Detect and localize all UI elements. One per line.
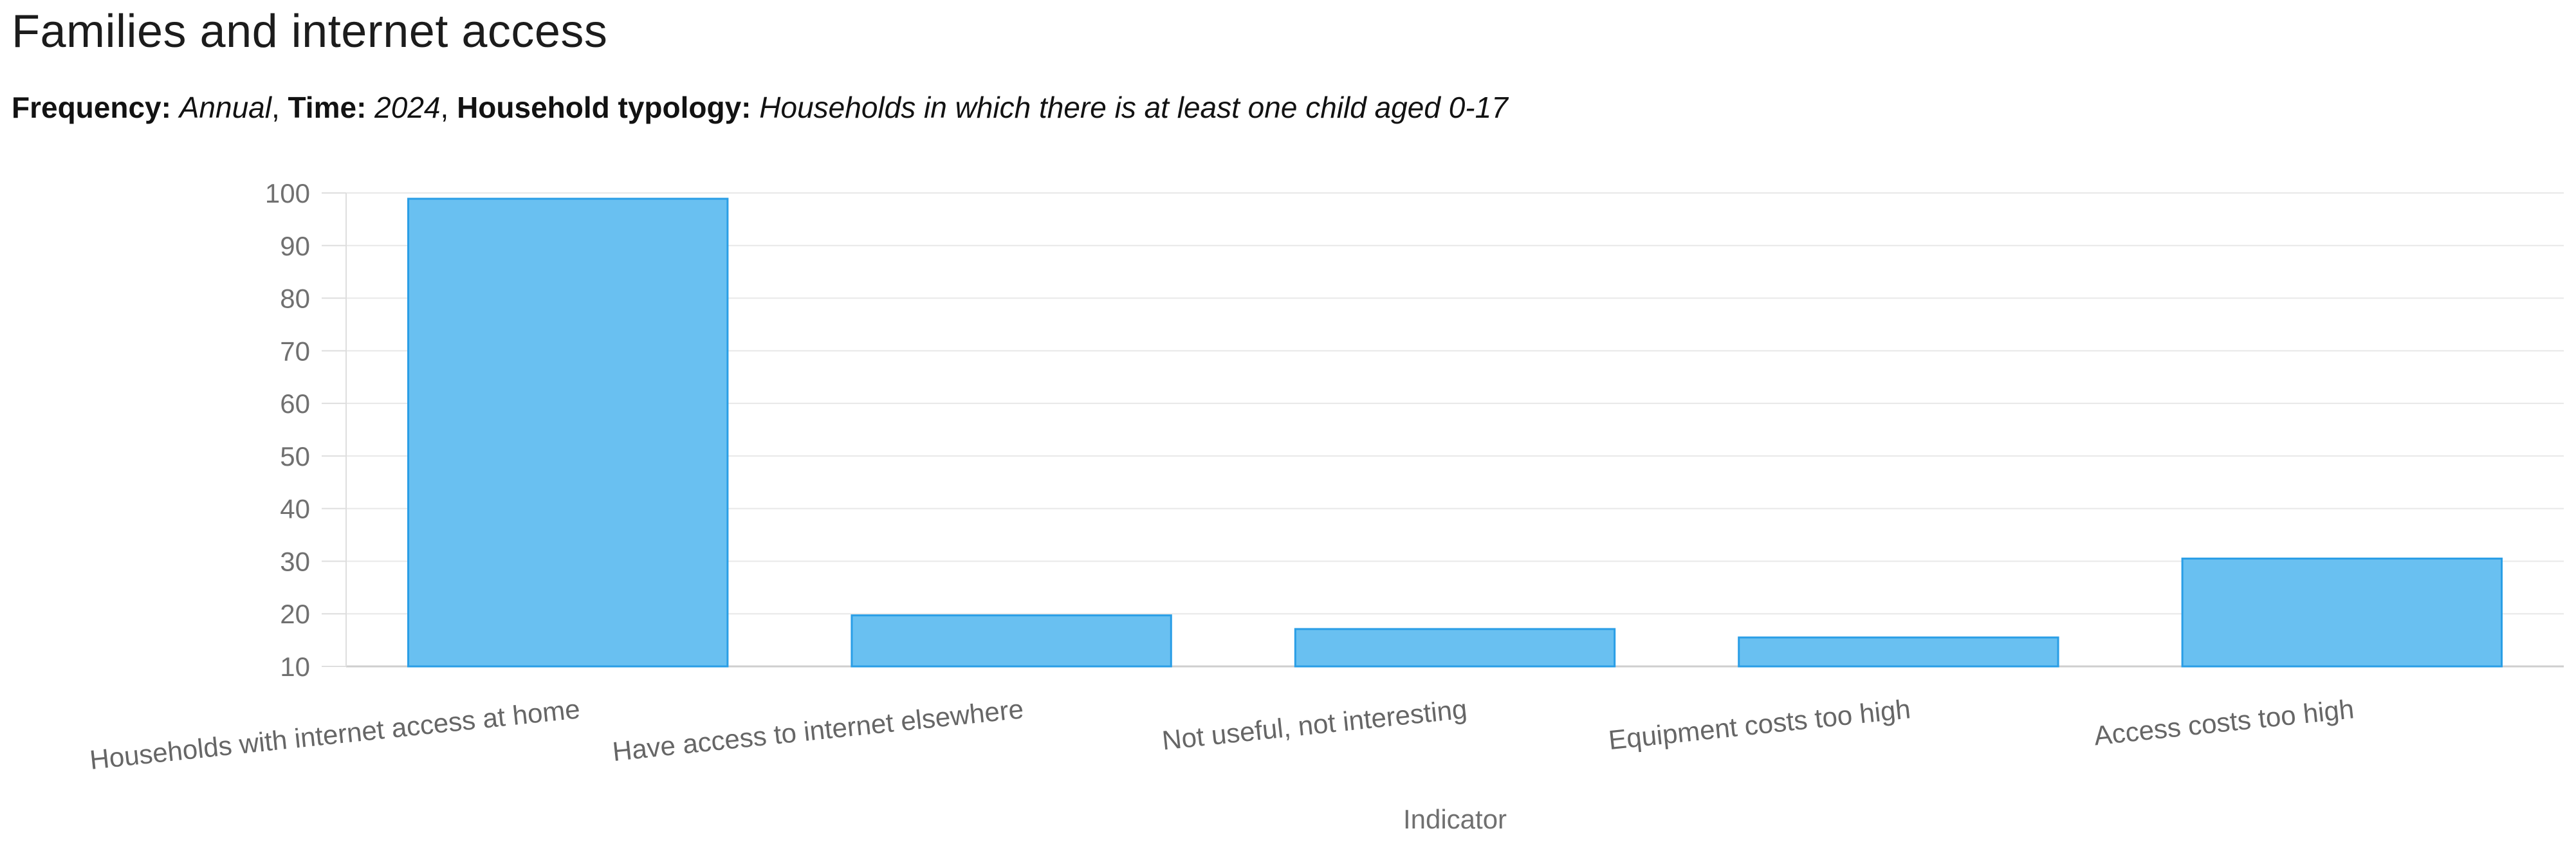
x-category-label: Not useful, not interesting	[1161, 693, 1469, 756]
y-tick-label: 10	[280, 652, 310, 682]
y-tick-label: 90	[280, 231, 310, 261]
x-category-label: Have access to internet elsewhere	[611, 693, 1025, 767]
x-axis-title: Indicator	[1403, 804, 1507, 834]
bar-1[interactable]	[851, 614, 1172, 668]
subtitle-part: ,	[440, 91, 457, 124]
page-title: Families and internet access	[12, 6, 608, 57]
y-tick-label: 60	[280, 389, 310, 419]
subtitle-part: Households in which there is at least on…	[759, 91, 1508, 124]
bar-4[interactable]	[2181, 557, 2503, 668]
bar-2[interactable]	[1294, 628, 1616, 668]
chart-subtitle: Frequency: Annual, Time: 2024, Household…	[12, 90, 1508, 125]
subtitle-part: Frequency:	[12, 91, 171, 124]
subtitle-part: Annual	[179, 91, 271, 124]
y-tick-label: 30	[280, 546, 310, 576]
y-tick-label: 70	[280, 336, 310, 366]
x-category-label: Access costs too high	[2092, 693, 2355, 751]
subtitle-part: 2024	[374, 91, 441, 124]
subtitle-part: ,	[271, 91, 288, 124]
bar-3[interactable]	[1738, 636, 2059, 668]
bar-0[interactable]	[407, 197, 729, 668]
x-category-label: Equipment costs too high	[1607, 693, 1912, 755]
y-tick-label: 100	[265, 178, 310, 208]
subtitle-part: Time:	[288, 91, 367, 124]
subtitle-part: Household typology:	[457, 91, 751, 124]
y-tick-label: 50	[280, 441, 310, 471]
x-category-label: Households with internet access at home	[88, 693, 581, 775]
y-tick-label: 40	[280, 494, 310, 524]
y-tick-label: 80	[280, 284, 310, 314]
y-tick-label: 20	[280, 599, 310, 629]
